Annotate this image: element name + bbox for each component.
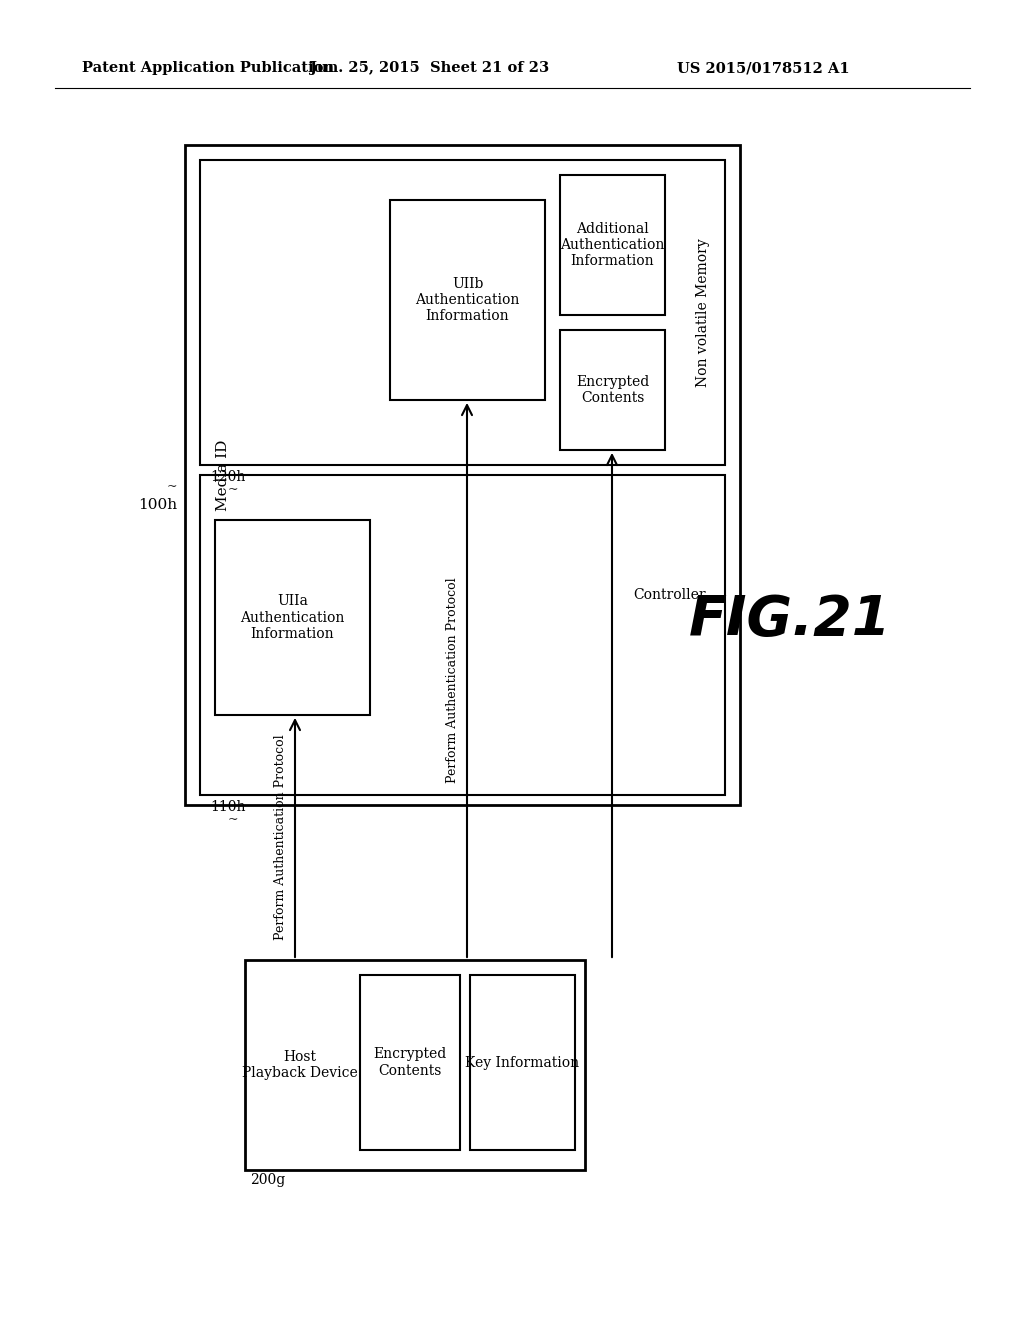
Bar [470,975,575,1150]
Text: Patent Application Publication: Patent Application Publication [82,61,334,75]
Bar [560,176,665,315]
Text: US 2015/0178512 A1: US 2015/0178512 A1 [677,61,850,75]
Bar [245,960,585,1170]
Bar [390,201,545,400]
Text: ~: ~ [228,483,239,496]
Bar [215,520,370,715]
Text: ~: ~ [228,813,239,826]
Text: FIG.21: FIG.21 [689,593,891,647]
Text: Perform Authentication Protocol: Perform Authentication Protocol [446,577,460,783]
Text: Perform Authentication Protocol: Perform Authentication Protocol [273,735,287,940]
Bar [200,160,725,465]
Text: Controller: Controller [634,587,707,602]
Bar [360,975,460,1150]
Text: 110h: 110h [210,800,246,814]
Text: Media ID: Media ID [216,440,230,511]
Text: Non volatile Memory: Non volatile Memory [696,238,710,387]
Text: Encrypted
Contents: Encrypted Contents [374,1047,446,1077]
Bar [200,475,725,795]
Text: 200g: 200g [250,1173,286,1187]
Text: Additional
Authentication
Information: Additional Authentication Information [560,222,665,268]
Text: ~: ~ [167,480,177,494]
Bar [560,330,665,450]
Text: 100h: 100h [138,498,177,512]
Bar [185,145,740,805]
Text: Encrypted
Contents: Encrypted Contents [575,375,649,405]
Text: Host
Playback Device: Host Playback Device [242,1049,357,1080]
Text: Jun. 25, 2015  Sheet 21 of 23: Jun. 25, 2015 Sheet 21 of 23 [310,61,550,75]
Text: UIIa
Authentication
Information: UIIa Authentication Information [241,594,345,640]
Text: Key Information: Key Information [466,1056,580,1069]
Text: 120h: 120h [210,470,246,484]
Text: UIIb
Authentication
Information: UIIb Authentication Information [416,277,520,323]
